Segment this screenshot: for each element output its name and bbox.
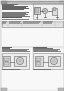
- Bar: [4, 62, 9, 65]
- Bar: [48, 56, 60, 66]
- Bar: [1, 50, 26, 51]
- Bar: [1, 20, 63, 22]
- Bar: [23, 22, 40, 23]
- Bar: [36, 58, 41, 61]
- Bar: [1, 12, 28, 13]
- Bar: [1, 51, 30, 52]
- Bar: [1, 49, 28, 50]
- Bar: [1, 56, 30, 57]
- Circle shape: [50, 58, 57, 65]
- Circle shape: [53, 7, 56, 10]
- Bar: [33, 47, 47, 48]
- Bar: [23, 23, 39, 24]
- Circle shape: [52, 60, 55, 63]
- Bar: [3, 56, 10, 66]
- Bar: [57, 88, 63, 91]
- Bar: [1, 9, 23, 10]
- Bar: [43, 21, 53, 22]
- Circle shape: [17, 58, 23, 65]
- Bar: [1, 48, 9, 49]
- Bar: [33, 48, 53, 49]
- Bar: [1, 13, 25, 14]
- Bar: [1, 8, 28, 9]
- Bar: [35, 11, 39, 13]
- Bar: [2, 22, 6, 23]
- Bar: [2, 21, 7, 22]
- Bar: [43, 23, 52, 24]
- Bar: [14, 56, 26, 66]
- Bar: [44, 10, 46, 12]
- Bar: [43, 22, 52, 23]
- Bar: [60, 0, 64, 3]
- Bar: [1, 47, 12, 48]
- Bar: [2, 23, 6, 24]
- Bar: [1, 53, 28, 69]
- Bar: [33, 49, 60, 50]
- Bar: [34, 7, 40, 14]
- Bar: [1, 0, 7, 3]
- Bar: [33, 50, 58, 51]
- Bar: [1, 7, 25, 8]
- Circle shape: [18, 60, 22, 63]
- Bar: [9, 22, 20, 23]
- Bar: [1, 20, 63, 27]
- Bar: [4, 58, 9, 61]
- Bar: [1, 14, 28, 15]
- Bar: [35, 8, 39, 10]
- Bar: [1, 15, 25, 16]
- Bar: [1, 69, 20, 70]
- Bar: [9, 21, 20, 22]
- Circle shape: [42, 8, 47, 13]
- Bar: [33, 51, 61, 52]
- Bar: [1, 5, 14, 6]
- Bar: [36, 62, 41, 65]
- Bar: [33, 3, 63, 19]
- Bar: [1, 4, 17, 5]
- Bar: [1, 19, 28, 20]
- Bar: [1, 0, 63, 3]
- Bar: [1, 6, 28, 7]
- Bar: [52, 8, 57, 15]
- Bar: [9, 23, 22, 24]
- Bar: [33, 69, 51, 70]
- Bar: [33, 56, 57, 57]
- Bar: [23, 21, 41, 22]
- Bar: [33, 53, 63, 69]
- Bar: [34, 56, 42, 66]
- Bar: [1, 88, 7, 91]
